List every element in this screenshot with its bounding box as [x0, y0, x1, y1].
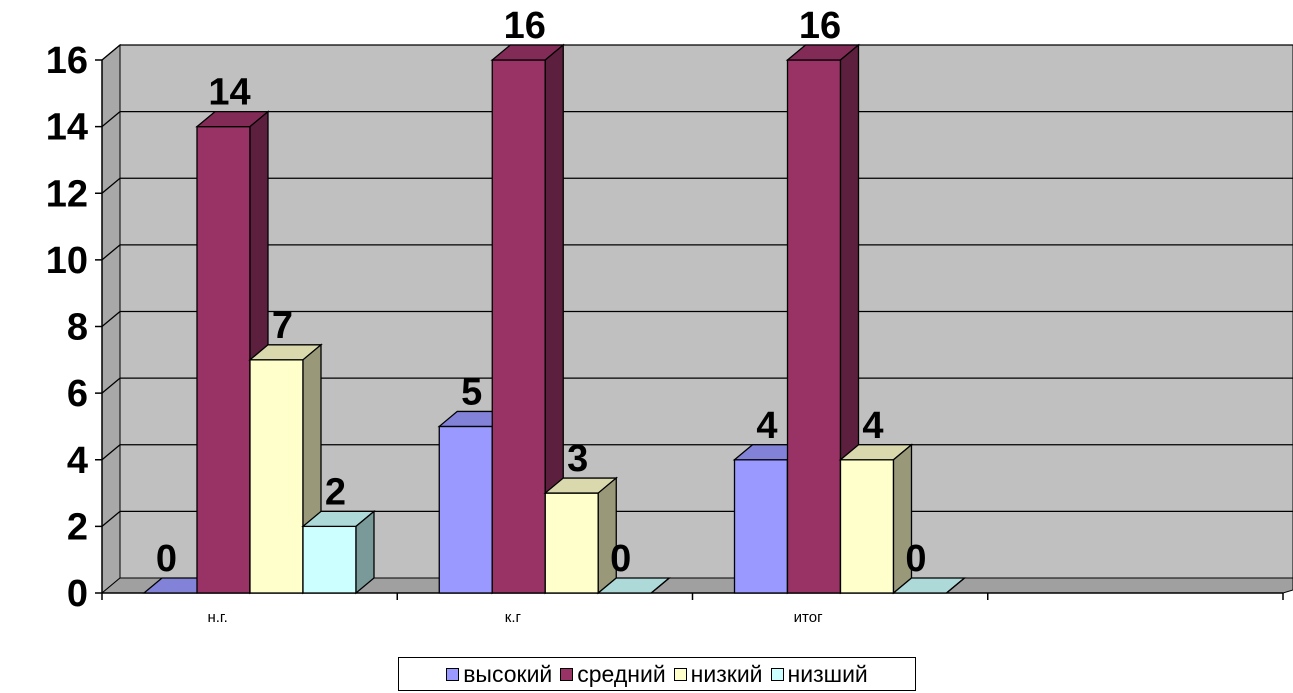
data-label: 14 — [208, 72, 250, 114]
bar-front — [839, 459, 895, 594]
data-label: 3 — [567, 438, 588, 480]
data-label: 0 — [905, 538, 926, 580]
bar — [785, 43, 861, 595]
bar-front — [249, 359, 304, 594]
gridline — [101, 377, 1293, 394]
y-tick-label: 4 — [67, 440, 88, 482]
bars — [142, 43, 967, 595]
data-label: 16 — [504, 5, 546, 47]
bar-side — [355, 509, 375, 595]
legend-item: высокий — [446, 661, 552, 688]
y-tick-label: 8 — [67, 307, 88, 349]
y-tick-label: 2 — [67, 506, 88, 548]
bar-front — [196, 125, 251, 594]
gridline — [101, 44, 1293, 61]
data-labels: 0 14 7 2 5 16 3 0 4 16 4 0 — [156, 5, 927, 580]
legend-label: высокий — [463, 660, 553, 687]
legend-label: низший — [787, 660, 868, 687]
y-tick-label: 14 — [46, 107, 88, 149]
data-label: 5 — [461, 371, 482, 413]
x-tick-label: н.г. — [207, 609, 227, 626]
gridline — [101, 310, 1293, 327]
gridline — [101, 244, 1293, 261]
y-tick-label: 16 — [46, 40, 88, 82]
bar — [891, 577, 967, 594]
y-tick-label: 0 — [67, 573, 88, 615]
data-label: 4 — [862, 405, 883, 447]
chart: 0 2 4 6 8 10 12 14 16 н.г. к.г итог 0 14 7 2 5 16 3 0 4 16 4 0 — [46, 5, 1293, 626]
legend-item: низкий — [673, 660, 763, 688]
legend: высокий средний низкий низший — [398, 657, 916, 691]
legend-item: низший — [770, 660, 868, 688]
bar-front — [786, 59, 842, 594]
bar — [248, 343, 323, 595]
legend-swatch — [560, 667, 574, 681]
x-tick-label: к.г — [505, 609, 522, 626]
y-tick-label: 12 — [46, 173, 88, 215]
legend-swatch — [770, 667, 784, 681]
gridline — [101, 110, 1293, 128]
gridline — [101, 177, 1293, 194]
legend-label: низкий — [690, 660, 763, 687]
x-tick-label: итог — [794, 609, 823, 626]
y-tick-label: 6 — [67, 373, 88, 415]
bar — [301, 509, 376, 595]
data-label: 0 — [610, 538, 631, 580]
bar — [838, 443, 914, 595]
bar-front — [491, 59, 546, 594]
bar-front — [438, 425, 493, 594]
bar-front — [733, 459, 789, 594]
bar — [543, 476, 619, 595]
legend-swatch — [446, 667, 460, 681]
bar-front — [302, 525, 357, 594]
data-label: 16 — [799, 5, 841, 47]
data-label: 4 — [756, 405, 777, 447]
bar-side — [650, 577, 670, 594]
bar-front — [544, 492, 599, 594]
data-label: 7 — [272, 305, 293, 347]
bar — [596, 577, 672, 594]
legend-swatch — [673, 667, 687, 681]
legend-label: средний — [577, 660, 666, 687]
data-label: 2 — [325, 471, 346, 513]
data-label: 0 — [156, 538, 177, 580]
legend-item: средний — [560, 660, 666, 688]
bar-side — [946, 577, 965, 594]
bar — [490, 43, 566, 595]
y-tick-label: 10 — [46, 240, 88, 282]
